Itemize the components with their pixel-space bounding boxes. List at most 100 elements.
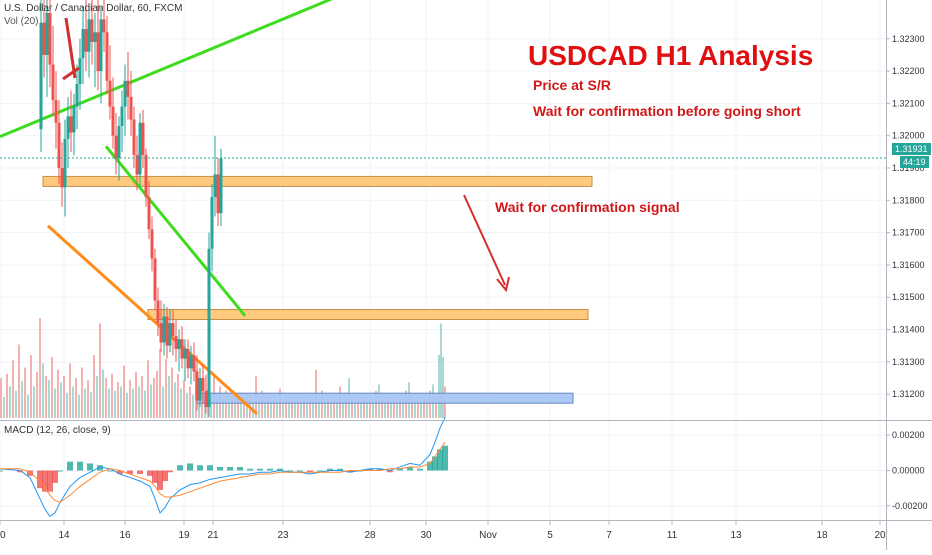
volume-bar bbox=[309, 394, 311, 418]
volume-bar bbox=[102, 369, 104, 418]
macd-histogram-bar bbox=[287, 470, 293, 472]
resistance-zone-upper[interactable] bbox=[42, 175, 593, 187]
volume-bar bbox=[372, 403, 374, 418]
macd-histogram-bar bbox=[217, 466, 223, 471]
volume-bar bbox=[333, 394, 335, 418]
macd-histogram-bar bbox=[432, 456, 438, 471]
symbol-legend: U.S. Dollar / Canadian Dollar, 60, FXCM bbox=[4, 3, 183, 14]
volume-bar bbox=[51, 357, 53, 418]
volume-bar bbox=[36, 371, 38, 418]
volume-bar bbox=[276, 403, 278, 418]
orange-downtrend-line[interactable] bbox=[46, 224, 259, 415]
macd-histogram-bar bbox=[177, 465, 183, 471]
candle-body bbox=[207, 248, 211, 408]
volume-bar bbox=[54, 388, 56, 418]
volume-bar bbox=[162, 386, 164, 418]
volume-bar bbox=[222, 399, 224, 418]
macd-tick-label: 0.00000 bbox=[892, 466, 925, 476]
volume-bar bbox=[84, 388, 86, 418]
volume-bar bbox=[204, 397, 206, 418]
time-tick-label: 16 bbox=[119, 530, 131, 541]
volume-bar bbox=[342, 401, 344, 418]
macd-histogram-bar bbox=[317, 470, 323, 472]
price-tick-label: 1.32200 bbox=[892, 66, 925, 76]
volume-bar bbox=[198, 390, 200, 418]
volume-bar bbox=[321, 390, 323, 418]
candle-body bbox=[129, 96, 133, 120]
volume-bar bbox=[132, 388, 134, 418]
macd-histogram-bar bbox=[377, 468, 383, 471]
countdown-tag: 44:19 bbox=[900, 156, 929, 168]
volume-bar bbox=[228, 401, 230, 418]
price-tick-label: 1.31600 bbox=[892, 260, 925, 270]
macd-line bbox=[0, 417, 446, 518]
price-tick-label: 1.31200 bbox=[892, 389, 925, 399]
macd-histogram-bar bbox=[227, 466, 233, 471]
time-tick-label: 5 bbox=[547, 530, 553, 541]
candle-body bbox=[63, 138, 67, 188]
volume-bar bbox=[429, 390, 431, 418]
candle-body bbox=[186, 348, 190, 369]
candle-body bbox=[111, 106, 115, 136]
macd-tick-label: -0.00200 bbox=[892, 501, 928, 511]
volume-bar bbox=[93, 355, 95, 418]
volume-bar bbox=[381, 392, 383, 418]
macd-histogram-bar bbox=[27, 470, 33, 476]
volume-bar bbox=[189, 386, 191, 418]
candle-body bbox=[54, 100, 58, 123]
volume-bar bbox=[318, 397, 320, 418]
price-tick-label: 1.31800 bbox=[892, 195, 925, 205]
volume-bar bbox=[345, 392, 347, 418]
volume-bar bbox=[30, 355, 32, 418]
time-tick-label: 23 bbox=[277, 530, 289, 541]
volume-bar bbox=[24, 367, 26, 418]
volume-bar bbox=[243, 397, 245, 418]
time-tick-label: 30 bbox=[420, 530, 432, 541]
macd-histogram-bar bbox=[197, 465, 203, 471]
macd-histogram-bar bbox=[247, 468, 253, 471]
volume-bar bbox=[147, 360, 149, 418]
candle-body bbox=[48, 12, 52, 65]
candle-body bbox=[78, 58, 82, 84]
volume-bar bbox=[138, 386, 140, 418]
volume-bar bbox=[42, 363, 44, 418]
support-zone-lower[interactable] bbox=[196, 392, 574, 404]
red-swing-line bbox=[64, 17, 77, 79]
macd-histogram-bar bbox=[127, 470, 133, 475]
volume-bar bbox=[168, 376, 170, 418]
price-tick-label: 1.31900 bbox=[892, 163, 925, 173]
confirmation-short-note: Wait for confirmation before going short bbox=[533, 103, 801, 119]
volume-bar bbox=[366, 401, 368, 418]
macd-histogram-bar bbox=[47, 470, 53, 492]
volume-bar bbox=[60, 382, 62, 418]
macd-histogram-bar bbox=[42, 470, 48, 492]
volume-bar bbox=[426, 399, 428, 418]
macd-histogram-bar bbox=[437, 449, 443, 471]
time-tick-label: 13 bbox=[730, 530, 742, 541]
volume-bar bbox=[438, 355, 440, 418]
volume-bar bbox=[261, 390, 263, 418]
volume-bar bbox=[33, 386, 35, 418]
macd-histogram-bar bbox=[277, 468, 283, 471]
candle-body bbox=[99, 19, 103, 72]
macd-histogram-bar bbox=[67, 461, 73, 471]
volume-bar bbox=[375, 390, 377, 418]
candle-body bbox=[72, 106, 76, 133]
volume-bar bbox=[336, 403, 338, 418]
volume-bar bbox=[3, 397, 5, 418]
macd-histogram-bar bbox=[237, 466, 243, 471]
volume-bar bbox=[273, 394, 275, 418]
time-tick-label: 14 bbox=[58, 530, 70, 541]
macd-histogram-bar bbox=[37, 470, 43, 489]
candle-body bbox=[171, 323, 175, 336]
macd-histogram-bar bbox=[157, 470, 163, 490]
resistance-zone-middle[interactable] bbox=[147, 309, 589, 321]
volume-bar bbox=[153, 378, 155, 418]
candle-body bbox=[159, 323, 163, 343]
macd-histogram-bar bbox=[167, 470, 173, 473]
macd-histogram-bar bbox=[427, 461, 433, 471]
green-downtrend-line[interactable] bbox=[104, 145, 247, 317]
candle-body bbox=[168, 323, 172, 346]
